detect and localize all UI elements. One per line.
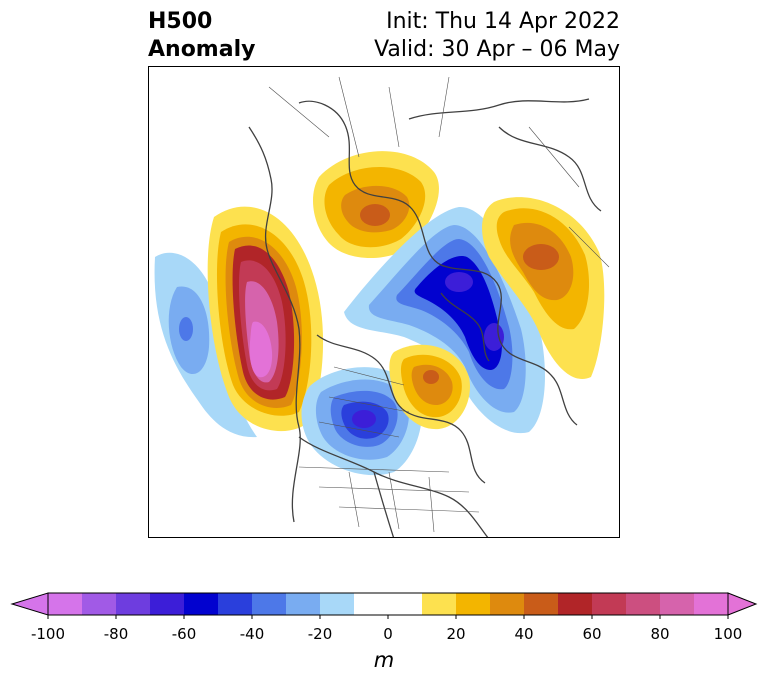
- title-field: H500: [148, 9, 213, 34]
- political-borders: [268, 76, 610, 533]
- anomaly-map: [154, 76, 610, 537]
- colorbar-tick-label: -80: [103, 625, 129, 643]
- colorbar-bin: [320, 593, 355, 615]
- colorbar-bin: [388, 593, 423, 615]
- colorbar-bin: [490, 593, 525, 615]
- siberia-positive-anomaly: [312, 151, 439, 259]
- colorbar: [10, 592, 758, 619]
- europe-positive-anomaly: [482, 197, 605, 379]
- colorbar-bin: [626, 593, 661, 615]
- westcoast-positive-ridge: [207, 206, 324, 432]
- colorbar-bin: [150, 593, 185, 615]
- chart-title: H500 Anomaly: [148, 8, 255, 64]
- colorbar-tick-label: -60: [171, 625, 197, 643]
- colorbar-tick-label: 0: [383, 625, 393, 643]
- title-anomaly: Anomaly: [148, 37, 256, 62]
- colorbar-tick-label: -100: [30, 625, 66, 643]
- colorbar-bin: [286, 593, 321, 615]
- colorbar-tick-label: 80: [650, 625, 670, 643]
- north-america-negative-anomaly: [301, 367, 422, 476]
- init-date: Init: Thu 14 Apr 2022: [386, 9, 620, 34]
- colorbar-bin: [252, 593, 287, 615]
- colorbar-bin: [694, 593, 729, 615]
- valid-date: Valid: 30 Apr – 06 May: [374, 37, 620, 62]
- colorbar-bin: [48, 593, 83, 615]
- colorbar-bin: [660, 593, 695, 615]
- colorbar-bin: [422, 593, 457, 615]
- colorbar-tick-label: 40: [514, 625, 534, 643]
- colorbar-extend-high: [727, 592, 758, 616]
- colorbar-tick-label: -40: [239, 625, 265, 643]
- colorbar-tick-label: 100: [713, 625, 743, 643]
- colorbar-bin: [116, 593, 151, 615]
- colorbar-bin: [456, 593, 491, 615]
- colorbar-bin: [592, 593, 627, 615]
- colorbar-bin: [354, 593, 389, 615]
- colorbar-bin: [82, 593, 117, 615]
- colorbar-bin: [184, 593, 219, 615]
- colorbar-bin: [558, 593, 593, 615]
- chart-dates: Init: Thu 14 Apr 2022 Valid: 30 Apr – 06…: [374, 8, 620, 64]
- colorbar-tick-label: 60: [582, 625, 602, 643]
- colorbar-bin: [524, 593, 559, 615]
- colorbar-extend-low: [10, 592, 49, 616]
- labrador-positive-anomaly: [389, 344, 470, 430]
- colorbar-tick-label: -20: [307, 625, 333, 643]
- colorbar-unit: m: [373, 648, 395, 672]
- colorbar-bin: [218, 593, 253, 615]
- map-panel: [148, 66, 620, 538]
- colorbar-tick-label: 20: [446, 625, 466, 643]
